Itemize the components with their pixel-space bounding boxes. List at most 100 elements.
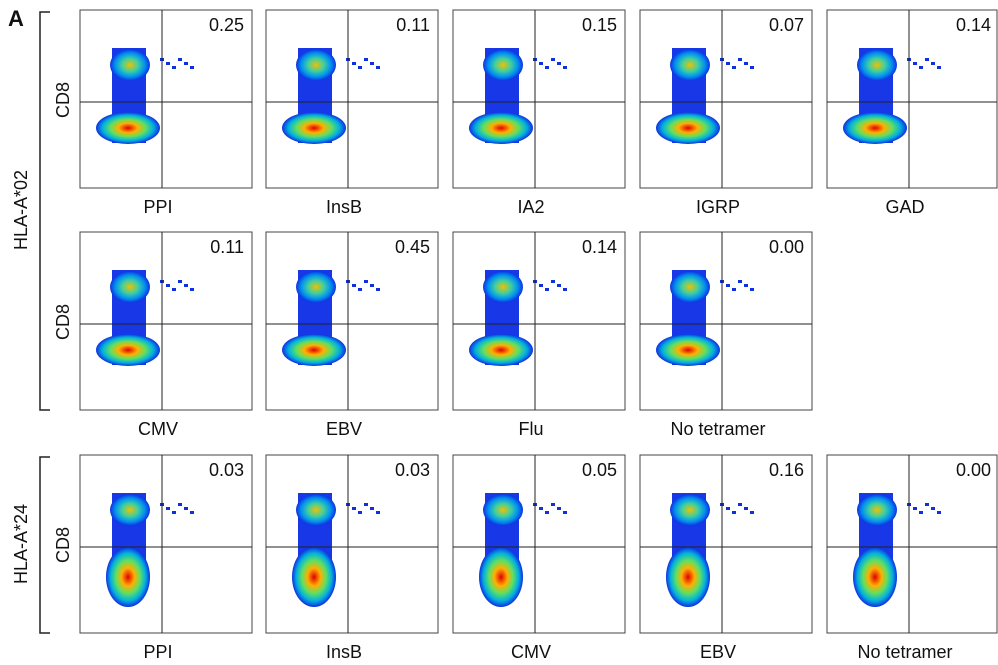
population-upper xyxy=(483,494,523,526)
percentage: 0.00 xyxy=(769,237,804,257)
scatter-dot xyxy=(184,507,188,510)
panel-frame xyxy=(79,9,253,189)
tetramer-label: EBV xyxy=(326,419,362,439)
population-lower xyxy=(469,112,533,144)
scatter-dot xyxy=(190,511,194,514)
y-axis-label: CD8 xyxy=(53,82,73,118)
scatter-dot xyxy=(750,511,754,514)
scatter-dot xyxy=(738,280,742,283)
population-lower xyxy=(282,334,346,366)
tetramer-label: InsB xyxy=(326,197,362,217)
scatter-dot xyxy=(744,507,748,510)
scatter-dot xyxy=(931,507,935,510)
percentage: 0.11 xyxy=(210,237,244,257)
scatter-dot xyxy=(732,511,736,514)
scatter-dot xyxy=(352,284,356,287)
percentage: 0.25 xyxy=(209,15,244,35)
scatter-dot xyxy=(352,507,356,510)
scatter-dot xyxy=(376,288,380,291)
population-upper xyxy=(110,49,150,81)
population-upper xyxy=(296,49,336,81)
population-lower xyxy=(106,547,150,607)
plot-panel: 0.03 PPI xyxy=(79,454,253,662)
percentage: 0.00 xyxy=(956,460,991,480)
scatter-dot xyxy=(551,280,555,283)
population-lower xyxy=(656,334,720,366)
population-upper xyxy=(483,49,523,81)
panel-letter: A xyxy=(8,6,24,31)
tetramer-label: GAD xyxy=(885,197,924,217)
scatter-dot xyxy=(557,507,561,510)
scatter-dot xyxy=(358,288,362,291)
group-label: HLA-A*24 xyxy=(11,504,31,584)
panel-frame xyxy=(826,454,998,634)
percentage: 0.45 xyxy=(395,237,430,257)
plot-panel: 0.16 EBV xyxy=(639,454,813,662)
panel-frame xyxy=(452,454,626,634)
population-lower xyxy=(843,112,907,144)
population-upper xyxy=(110,494,150,526)
population-upper xyxy=(857,49,897,81)
population-upper xyxy=(296,271,336,303)
population-upper xyxy=(670,271,710,303)
plot-panel: 0.00 No tetramer xyxy=(639,231,813,439)
population-lower xyxy=(96,334,160,366)
scatter-dot xyxy=(358,66,362,69)
scatter-dot xyxy=(376,511,380,514)
scatter-dot xyxy=(937,66,941,69)
panel-frame xyxy=(79,454,253,634)
population-upper xyxy=(296,494,336,526)
panel-frame xyxy=(639,9,813,189)
plot-panel: 0.11 InsB xyxy=(265,9,439,217)
tetramer-label: IGRP xyxy=(696,197,740,217)
panel-frame xyxy=(452,231,626,411)
population-lower xyxy=(96,112,160,144)
y-axis-label: CD8 xyxy=(53,527,73,563)
scatter-dot xyxy=(925,58,929,61)
scatter-dot xyxy=(352,62,356,65)
population-upper xyxy=(857,494,897,526)
scatter-dot xyxy=(551,58,555,61)
percentage: 0.11 xyxy=(396,15,430,35)
plot-panel: 0.45 EBV xyxy=(265,231,439,439)
scatter-dot xyxy=(563,511,567,514)
percentage: 0.03 xyxy=(395,460,430,480)
tetramer-label: No tetramer xyxy=(670,419,765,439)
panel-frame xyxy=(265,9,439,189)
plot-panel: 0.11 CMV xyxy=(79,231,253,439)
scatter-dot xyxy=(178,58,182,61)
tetramer-label: PPI xyxy=(143,197,172,217)
scatter-dot xyxy=(172,288,176,291)
plot-panel: 0.14 Flu xyxy=(452,231,626,439)
panel-frame xyxy=(265,454,439,634)
panel-frame xyxy=(265,231,439,411)
scatter-dot xyxy=(726,284,730,287)
panel-frame xyxy=(639,231,813,411)
scatter-dot xyxy=(937,511,941,514)
population-lower xyxy=(479,547,523,607)
scatter-dot xyxy=(563,288,567,291)
plot-panel: 0.14 GAD xyxy=(826,9,998,217)
scatter-dot xyxy=(738,58,742,61)
population-lower xyxy=(666,547,710,607)
scatter-dot xyxy=(539,62,543,65)
scatter-dot xyxy=(545,66,549,69)
percentage: 0.07 xyxy=(769,15,804,35)
scatter-dot xyxy=(557,284,561,287)
scatter-dot xyxy=(364,58,368,61)
scatter-dot xyxy=(750,288,754,291)
percentage: 0.15 xyxy=(582,15,617,35)
scatter-dot xyxy=(913,62,917,65)
scatter-dot xyxy=(178,280,182,283)
percentage: 0.14 xyxy=(956,15,991,35)
scatter-dot xyxy=(370,507,374,510)
scatter-dot xyxy=(551,503,555,506)
group-label: HLA-A*02 xyxy=(11,170,31,250)
scatter-dot xyxy=(370,62,374,65)
percentage: 0.05 xyxy=(582,460,617,480)
scatter-dot xyxy=(732,66,736,69)
tetramer-label: IA2 xyxy=(517,197,544,217)
population-upper xyxy=(483,271,523,303)
scatter-dot xyxy=(184,62,188,65)
